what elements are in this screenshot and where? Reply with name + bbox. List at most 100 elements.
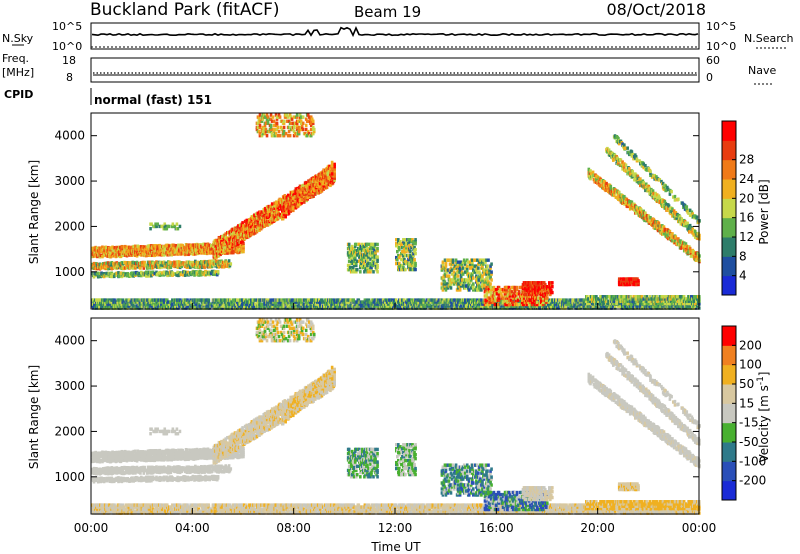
power-cell [469, 306, 473, 310]
power-cell [269, 298, 272, 302]
power-cell [184, 304, 187, 308]
power-cell [567, 300, 570, 304]
power-cell [416, 306, 419, 310]
nsky-label: N.Sky [2, 32, 34, 45]
power-cell [319, 304, 322, 308]
power-cell [158, 243, 162, 248]
power-cell [149, 261, 152, 266]
power-cell [401, 304, 404, 308]
power-cell [186, 304, 189, 308]
power-cell [182, 261, 185, 265]
power-cell [194, 247, 198, 252]
power-cell [140, 300, 144, 304]
power-cell [341, 302, 344, 306]
power-cell [103, 306, 106, 310]
power-cell [135, 249, 139, 254]
power-cell [94, 302, 97, 306]
nave-tick-low: 0 [706, 71, 713, 84]
power-cell [158, 306, 162, 310]
power-cell [209, 247, 212, 251]
power-cell [262, 304, 265, 308]
power-cell [361, 302, 365, 306]
power-cell [152, 304, 156, 308]
freq-unit-label: [MHz] [2, 66, 34, 79]
power-cell [371, 298, 375, 302]
power-cell [160, 304, 164, 308]
power-cell [100, 300, 103, 304]
power-cell [253, 304, 256, 308]
power-cell [440, 304, 444, 308]
power-cell [474, 302, 477, 306]
power-cell [243, 304, 246, 308]
power-cell [249, 306, 252, 310]
power-cell [114, 306, 117, 310]
power-cell [395, 298, 398, 302]
power-cell [132, 244, 135, 249]
power-cell [102, 271, 106, 276]
power-cell [202, 304, 206, 308]
power-cell [348, 304, 351, 308]
power-cell [313, 306, 317, 310]
power-cell [140, 306, 144, 310]
power-cell [96, 271, 99, 275]
power-cell [177, 306, 180, 310]
power-cell [476, 298, 479, 302]
power-cell [146, 306, 150, 310]
power-cell [116, 304, 119, 308]
power-cell [107, 304, 110, 308]
power-cell [185, 300, 188, 304]
power-cell [207, 300, 211, 304]
power-cell [290, 300, 294, 304]
power-cell [572, 300, 575, 304]
power-cell [162, 302, 166, 306]
power-cell [215, 304, 219, 308]
power-cell [251, 304, 254, 308]
power-cell [120, 247, 124, 252]
power-cell [173, 300, 176, 304]
power-cell [319, 302, 322, 306]
power-cell [339, 304, 342, 308]
nsearch-label: N.Search [744, 32, 794, 45]
power-cell [230, 300, 234, 304]
power-cell [143, 260, 146, 265]
power-cell [414, 298, 417, 302]
power-cell [242, 246, 245, 250]
power-cell [365, 300, 369, 304]
power-cell [657, 304, 661, 308]
power-cell [106, 274, 109, 278]
freq-tick-low: 8 [66, 71, 73, 84]
power-cell [407, 302, 410, 306]
power-cell [336, 300, 339, 304]
power-cell [365, 298, 369, 302]
power-cell [235, 298, 239, 302]
power-cell [113, 298, 116, 302]
power-cell [282, 119, 286, 123]
power-cell [158, 246, 162, 250]
power-cell [568, 306, 571, 310]
power-cell [218, 304, 222, 308]
power-cell [600, 306, 604, 310]
power-cell [195, 300, 198, 304]
power-cell [450, 298, 454, 302]
power-cell [209, 302, 213, 306]
power-cell [333, 172, 336, 176]
power-cell [139, 266, 142, 270]
power-cell [271, 304, 274, 308]
power-cell [335, 302, 338, 306]
power-cell [206, 242, 210, 246]
power-cell [313, 300, 317, 304]
power-cell [278, 304, 282, 308]
power-cell [169, 304, 172, 308]
power-cell [602, 304, 606, 308]
power-cell [108, 298, 111, 302]
power-cell [102, 263, 106, 268]
power-cell [376, 304, 380, 308]
power-cell [572, 298, 575, 302]
power-cell [368, 300, 372, 304]
power-cell [558, 306, 561, 310]
power-cell [594, 304, 598, 308]
power-cell [123, 306, 127, 310]
power-cell [276, 300, 280, 304]
power-cell [160, 300, 164, 304]
power-cell [665, 306, 669, 310]
